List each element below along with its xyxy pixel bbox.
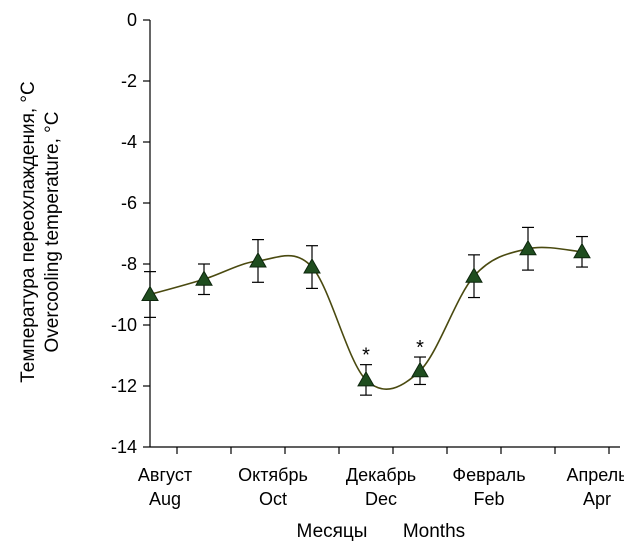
x-axis-title-english: Months (403, 521, 465, 542)
data-point (357, 370, 375, 387)
data-point (141, 285, 159, 301)
y-axis: 0 -2 -4 -6 -8 -10 -12 -14 (111, 10, 151, 457)
y-axis-title-english: Overcooling temperature, °C (42, 112, 63, 353)
data-point (411, 361, 429, 378)
x-tick-label-russian: Апрель (566, 465, 624, 485)
y-tick-label: -2 (121, 71, 137, 91)
x-tick-label-russian: Декабрь (346, 465, 416, 485)
significance-marker: * (362, 345, 370, 367)
data-point (519, 239, 537, 256)
x-tick-label-english: Aug (149, 489, 181, 509)
data-point (573, 242, 591, 259)
x-axis-title-russian: Месяцы (297, 521, 368, 542)
x-tick-label-english: Feb (473, 489, 504, 509)
x-tick-label-english: Apr (583, 489, 611, 509)
x-tick-label-russian: Октябрь (238, 465, 308, 485)
x-tick-label-russian: Август (138, 465, 192, 485)
x-tick-label-english: Oct (259, 489, 287, 509)
x-tick-label-english: Dec (365, 489, 397, 509)
y-tick-label: -8 (121, 254, 137, 274)
y-tick-label: -4 (121, 132, 137, 152)
y-tick-label: -10 (111, 315, 137, 335)
x-tick-label-russian: Февраль (452, 465, 525, 485)
data-point (195, 270, 213, 286)
y-axis-title-russian: Температура переохлаждения, °C (18, 81, 39, 383)
data-point (249, 251, 267, 268)
data-point (465, 267, 483, 283)
y-tick-label: -6 (121, 193, 137, 213)
significance-marker: * (416, 337, 424, 359)
plot-area: * * (141, 226, 591, 396)
x-axis: Август Aug Октябрь Oct Декабрь Dec Февраль Feb А… (138, 446, 624, 509)
data-point (303, 258, 321, 274)
y-tick-label: -14 (111, 437, 137, 457)
y-tick-label: 0 (127, 10, 137, 30)
y-tick-label: -12 (111, 376, 137, 396)
